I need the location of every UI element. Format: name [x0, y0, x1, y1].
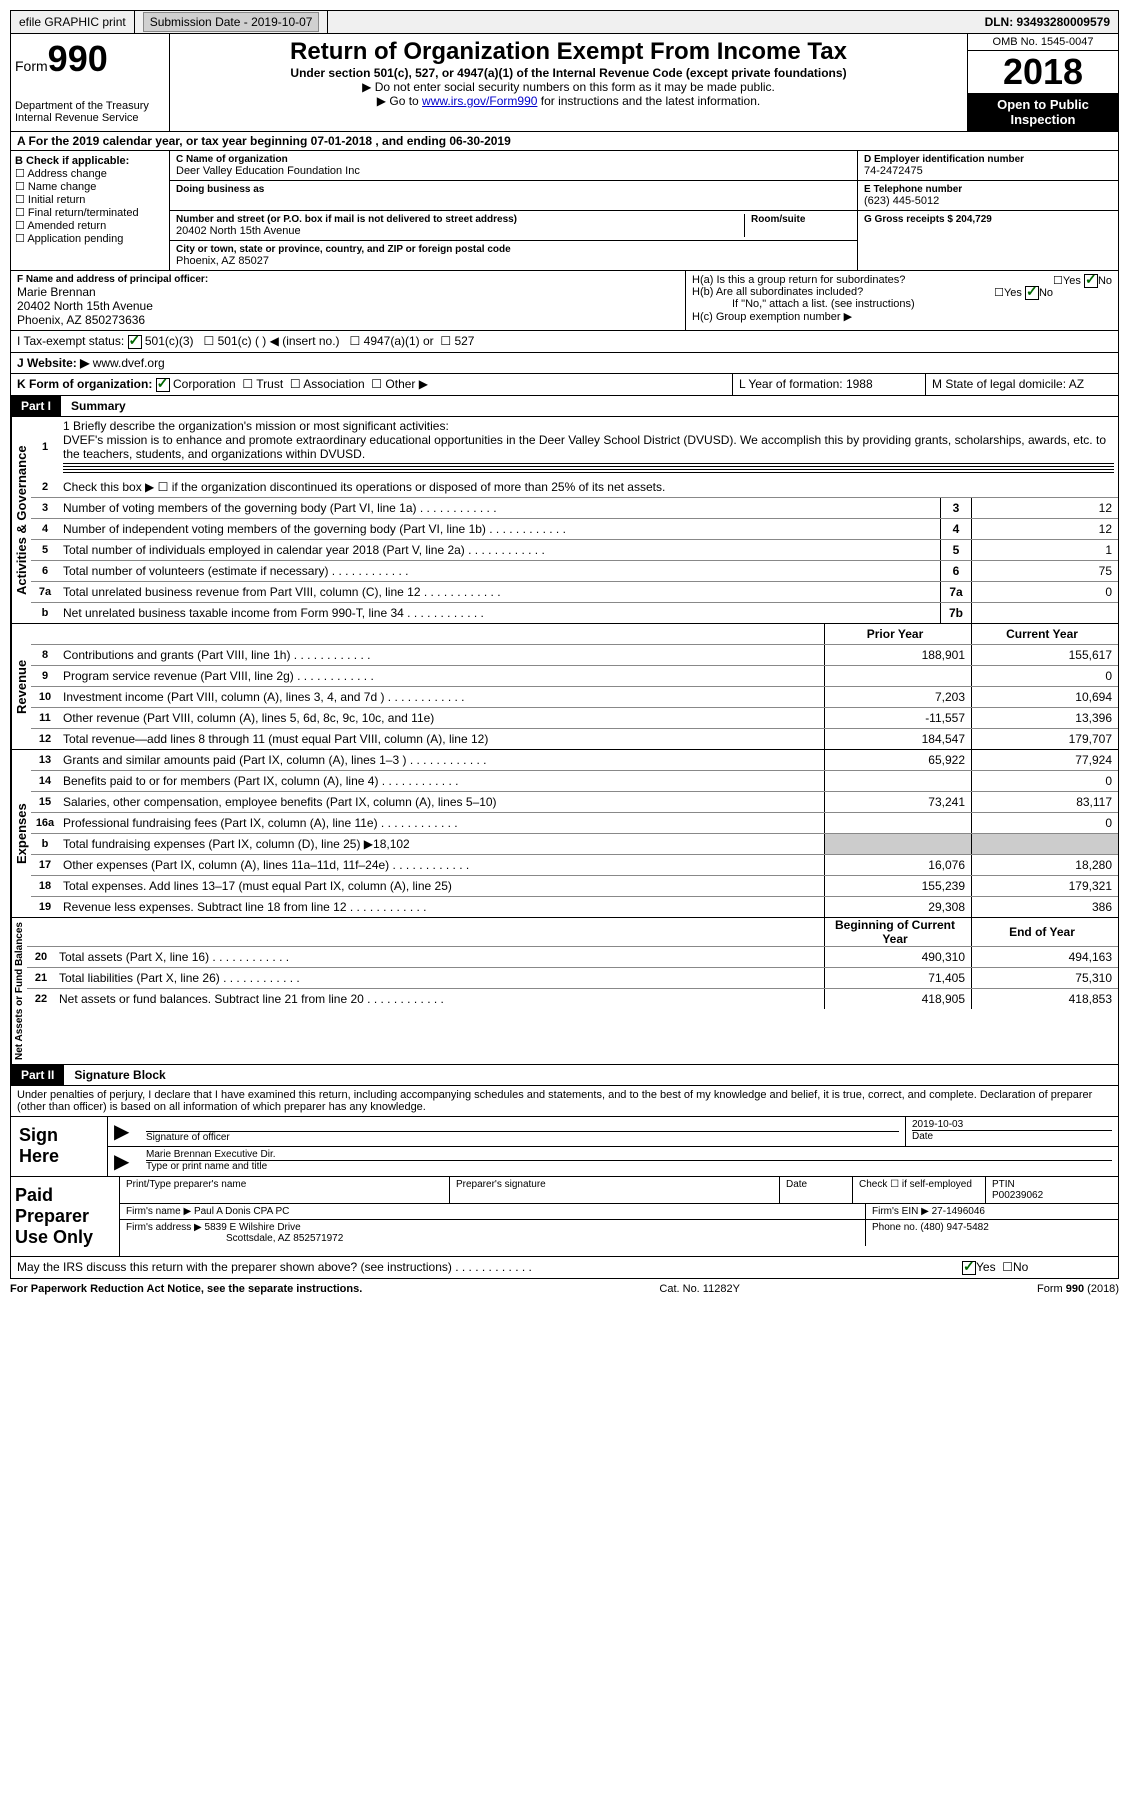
- tax-status-row: I Tax-exempt status: 501(c)(3) ☐ 501(c) …: [10, 331, 1119, 353]
- footer: For Paperwork Reduction Act Notice, see …: [10, 1279, 1119, 1299]
- state-domicile: M State of legal domicile: AZ: [925, 374, 1118, 395]
- expenses-section: Expenses 13 Grants and similar amounts p…: [10, 750, 1119, 918]
- tax-year: 2018: [968, 51, 1118, 93]
- firm-ein: 27-1496046: [932, 1206, 985, 1217]
- irs-link[interactable]: www.irs.gov/Form990: [422, 94, 537, 108]
- website-row: J Website: ▶ www.dvef.org: [10, 353, 1119, 374]
- mission-text: DVEF's mission is to enhance and promote…: [63, 433, 1106, 461]
- rev-label: Revenue: [11, 624, 31, 749]
- preparer-phone: (480) 947-5482: [920, 1222, 988, 1233]
- col-b: B Check if applicable: ☐ Address change …: [11, 151, 170, 270]
- gov-label: Activities & Governance: [11, 417, 31, 623]
- firm-name: Paul A Donis CPA PC: [194, 1206, 289, 1217]
- org-name: Deer Valley Education Foundation Inc: [176, 165, 851, 177]
- officer-name: Marie Brennan: [17, 285, 679, 299]
- discuss-row: May the IRS discuss this return with the…: [10, 1257, 1119, 1279]
- signer-name: Marie Brennan Executive Dir.: [146, 1149, 1112, 1160]
- col-c: C Name of organization Deer Valley Educa…: [170, 151, 857, 270]
- org-street: 20402 North 15th Avenue: [176, 225, 744, 237]
- year-formation: L Year of formation: 1988: [732, 374, 925, 395]
- net-label: Net Assets or Fund Balances: [11, 918, 27, 1064]
- officer-group-row: F Name and address of principal officer:…: [10, 271, 1119, 331]
- ein: 74-2472475: [864, 165, 1112, 177]
- exp-label: Expenses: [11, 750, 31, 917]
- top-bar: efile GRAPHIC print Submission Date - 20…: [10, 10, 1119, 34]
- note-ssn: ▶ Do not enter social security numbers o…: [174, 80, 963, 94]
- website-url: www.dvef.org: [93, 356, 165, 370]
- declaration: Under penalties of perjury, I declare th…: [10, 1086, 1119, 1117]
- phone: (623) 445-5012: [864, 195, 1112, 207]
- paid-preparer-section: Paid Preparer Use Only Print/Type prepar…: [10, 1177, 1119, 1257]
- note-link: ▶ Go to www.irs.gov/Form990 for instruct…: [174, 94, 963, 108]
- form-org-row: K Form of organization: Corporation ☐ Tr…: [10, 374, 1119, 396]
- omb-label: OMB No. 1545-0047: [968, 34, 1118, 51]
- sign-here-section: Sign Here ▶ Signature of officer 2019-10…: [10, 1117, 1119, 1177]
- irs-label: Internal Revenue Service: [15, 112, 165, 124]
- gross-receipts: G Gross receipts $ 204,729: [864, 214, 1112, 225]
- org-city: Phoenix, AZ 85027: [176, 255, 851, 267]
- revenue-section: Revenue Prior Year Current Year 8 Contri…: [10, 624, 1119, 750]
- subtitle: Under section 501(c), 527, or 4947(a)(1)…: [174, 66, 963, 80]
- net-assets-section: Net Assets or Fund Balances Beginning of…: [10, 918, 1119, 1065]
- public-inspection: Open to Public Inspection: [968, 93, 1118, 131]
- part2-header: Part II Signature Block: [10, 1065, 1119, 1086]
- form-footer: Form 990 (2018): [1037, 1283, 1119, 1295]
- form-header: Form990 Department of the Treasury Inter…: [10, 34, 1119, 132]
- col-d: D Employer identification number 74-2472…: [857, 151, 1118, 270]
- line3-val: 12: [971, 498, 1118, 518]
- dept-label: Department of the Treasury: [15, 100, 165, 112]
- form-number: Form990: [15, 38, 165, 80]
- main-title: Return of Organization Exempt From Incom…: [174, 38, 963, 66]
- part1-header: Part I Summary: [10, 396, 1119, 417]
- line-a: A For the 2019 calendar year, or tax yea…: [10, 132, 1119, 151]
- efile-label: efile GRAPHIC print: [11, 11, 135, 33]
- dln-label: DLN: 93493280009579: [977, 11, 1118, 33]
- activities-governance-section: Activities & Governance 1 1 Briefly desc…: [10, 417, 1119, 624]
- ptin: P00239062: [992, 1190, 1112, 1201]
- org-info-grid: B Check if applicable: ☐ Address change …: [10, 151, 1119, 271]
- submission-button[interactable]: Submission Date - 2019-10-07: [143, 12, 320, 32]
